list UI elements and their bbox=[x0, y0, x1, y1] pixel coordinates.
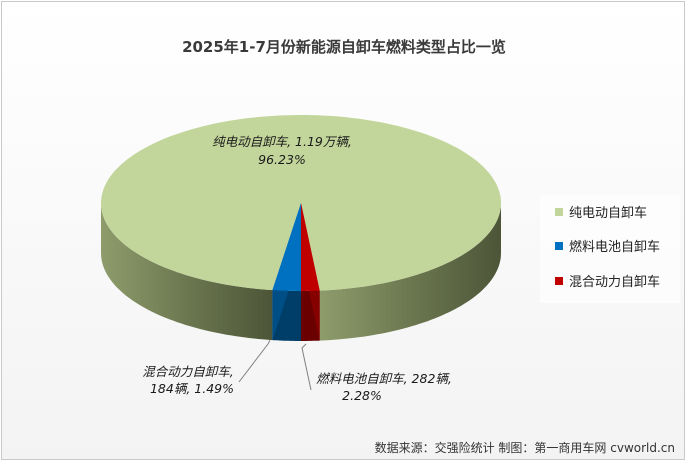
chart-title: 2025年1-7月份新能源自卸车燃料类型占比一览 bbox=[182, 38, 506, 56]
legend-swatch-bev bbox=[555, 208, 563, 216]
label-bev-line2: 96.23% bbox=[258, 152, 306, 167]
legend-box bbox=[540, 195, 680, 303]
side-wall-bev-left bbox=[319, 203, 501, 341]
legend-swatch-fcev bbox=[555, 242, 563, 250]
legend-swatch-hev bbox=[555, 277, 563, 285]
slice-fcev bbox=[272, 203, 301, 291]
label-hev-line2: 184辆, 1.49% bbox=[150, 381, 234, 396]
label-hev-line1: 混合动力自卸车, bbox=[142, 364, 233, 379]
label-fcev-line1: 燃料电池自卸车, 282辆, bbox=[316, 371, 452, 386]
slice-bev bbox=[101, 115, 501, 291]
label-bev-line1: 纯电动自卸车, 1.19万辆, bbox=[212, 134, 352, 149]
slice-hev bbox=[301, 203, 320, 291]
leader-line-hev bbox=[238, 339, 271, 383]
legend-label-hev: 混合动力自卸车 bbox=[569, 274, 660, 290]
legend: 纯电动自卸车 燃料电池自卸车 混合动力自卸车 bbox=[540, 195, 680, 303]
legend-label-fcev: 燃料电池自卸车 bbox=[569, 239, 660, 255]
label-fcev-line2: 2.28% bbox=[342, 388, 382, 403]
pie-3d bbox=[101, 115, 501, 341]
leader-line-fcev bbox=[301, 343, 312, 391]
side-wall-bev-right bbox=[101, 203, 273, 341]
source-note: 数据来源：交强险统计 制图：第一商用车网 cvworld.cn bbox=[375, 440, 675, 455]
legend-label-bev: 纯电动自卸车 bbox=[569, 205, 647, 221]
